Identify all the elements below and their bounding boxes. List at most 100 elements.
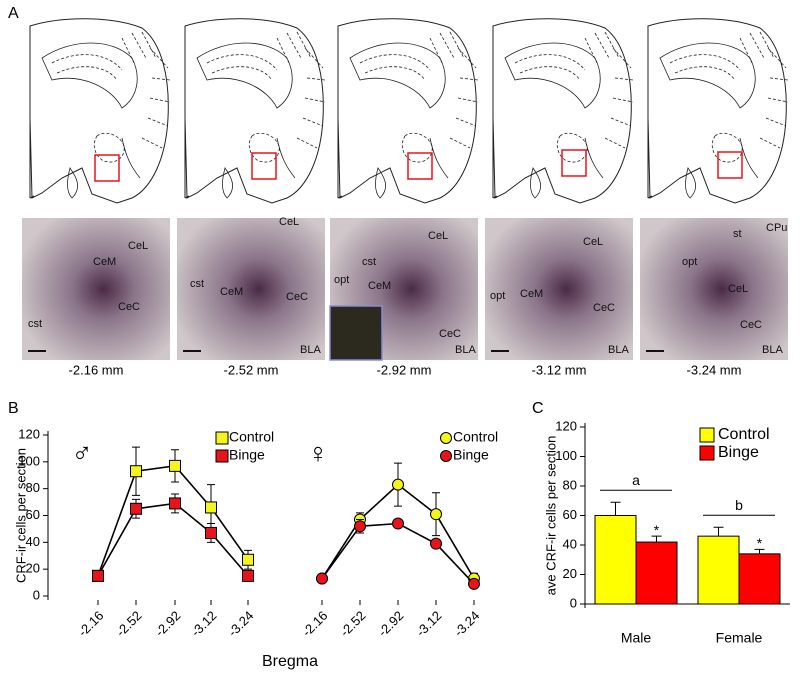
scale-bar bbox=[646, 350, 664, 352]
x-tick-label: -2.16 bbox=[75, 608, 107, 640]
region-label: cst bbox=[190, 278, 204, 290]
y-tick-label: 0 bbox=[33, 587, 40, 602]
significance-mark: * bbox=[654, 522, 660, 538]
micrograph: CeL opt CeM CeC BLA bbox=[485, 218, 633, 360]
x-tick-label: Male bbox=[621, 630, 652, 646]
x-tick-label: -2.16 bbox=[299, 608, 331, 640]
y-tick-label: 120 bbox=[555, 418, 577, 433]
region-label: CeM bbox=[368, 280, 391, 292]
data-point bbox=[317, 573, 328, 584]
atlas-drawing bbox=[30, 19, 170, 203]
legend-label: Binge bbox=[453, 447, 489, 463]
data-point bbox=[131, 503, 142, 514]
significance-mark: * bbox=[757, 535, 763, 551]
y-tick-label: 0 bbox=[570, 595, 577, 610]
bregma-label: -2.16 mm bbox=[69, 362, 124, 377]
region-label: BLA bbox=[762, 344, 783, 356]
scale-bar bbox=[491, 350, 509, 352]
series-line bbox=[322, 524, 474, 584]
x-tick-label: -3.24 bbox=[451, 608, 483, 640]
scale-bar bbox=[28, 350, 46, 352]
data-point bbox=[243, 570, 254, 581]
x-tick-label: -2.92 bbox=[152, 608, 184, 640]
micrograph-image bbox=[485, 218, 633, 360]
y-tick-label: 80 bbox=[563, 477, 577, 492]
x-tick-label: -2.92 bbox=[375, 608, 407, 640]
data-point bbox=[206, 502, 217, 513]
data-point bbox=[431, 509, 442, 520]
region-label: opt bbox=[682, 256, 697, 268]
legend-label: Binge bbox=[229, 447, 265, 463]
region-box bbox=[95, 155, 119, 181]
data-point bbox=[469, 578, 480, 589]
region-label: opt bbox=[334, 274, 349, 286]
region-label: CPu bbox=[766, 222, 787, 234]
y-tick-label: 100 bbox=[555, 448, 577, 463]
data-point bbox=[431, 538, 442, 549]
region-label: CeL bbox=[728, 283, 748, 295]
region-label: opt bbox=[490, 290, 505, 302]
region-label: CeC bbox=[118, 301, 140, 313]
data-point bbox=[170, 460, 181, 471]
data-point bbox=[393, 518, 404, 529]
scale-bar bbox=[183, 350, 201, 352]
sex-symbol: ♀ bbox=[308, 437, 329, 468]
micrograph: st CPu opt CeL CeC BLA bbox=[640, 218, 788, 360]
region-label: CeC bbox=[286, 291, 308, 303]
region-label: CeL bbox=[583, 236, 603, 248]
legend-label: Control bbox=[718, 426, 770, 443]
data-point bbox=[206, 527, 217, 538]
inset bbox=[330, 306, 382, 360]
y-tick-label: 20 bbox=[563, 566, 577, 581]
data-point bbox=[131, 466, 142, 477]
region-label: CeL bbox=[428, 230, 448, 242]
x-axis-label: Bregma bbox=[262, 653, 318, 670]
panel-label: A bbox=[8, 5, 19, 22]
region-label: CeL bbox=[279, 216, 299, 228]
y-tick-label: 60 bbox=[563, 507, 577, 522]
x-tick-label: Female bbox=[716, 630, 763, 646]
x-tick-label: -3.12 bbox=[188, 608, 220, 640]
legend-label: Control bbox=[229, 429, 274, 445]
data-point bbox=[243, 554, 254, 565]
region-box bbox=[562, 150, 586, 176]
legend-marker bbox=[700, 446, 714, 460]
region-label: st bbox=[733, 228, 742, 240]
atlas-drawing bbox=[185, 19, 325, 203]
x-tick-label: -3.24 bbox=[225, 608, 257, 640]
micrograph: CeLcstCeMCeCBLA bbox=[177, 216, 325, 360]
region-label: CeM bbox=[93, 256, 116, 268]
region-label: CeC bbox=[593, 302, 615, 314]
y-tick-label: 40 bbox=[563, 536, 577, 551]
bar bbox=[739, 554, 780, 604]
annotation: a bbox=[632, 472, 640, 488]
region-label: CeC bbox=[740, 319, 762, 331]
region-label: CeC bbox=[439, 328, 461, 340]
y-axis-label: ave CRF-ir cells per section bbox=[543, 436, 558, 596]
region-label: CeM bbox=[220, 286, 243, 298]
legend-marker bbox=[216, 432, 228, 444]
data-point bbox=[170, 498, 181, 509]
x-tick-label: -2.52 bbox=[113, 608, 145, 640]
bar bbox=[636, 542, 677, 604]
micrograph-image bbox=[640, 218, 788, 360]
bregma-label: -2.52 mm bbox=[224, 362, 279, 377]
legend-marker bbox=[441, 433, 452, 444]
panel-label: B bbox=[8, 400, 19, 417]
sex-symbol: ♂ bbox=[72, 437, 93, 468]
bar bbox=[698, 536, 739, 604]
region-label: BLA bbox=[608, 344, 629, 356]
legend-label: Control bbox=[453, 429, 498, 445]
legend-label: Binge bbox=[718, 444, 759, 461]
panel-label: C bbox=[532, 400, 544, 417]
legend-marker bbox=[700, 428, 714, 442]
y-axis-label: CRF-ir cells per section bbox=[13, 448, 28, 583]
region-box bbox=[408, 153, 432, 179]
region-label: BLA bbox=[455, 344, 476, 356]
region-label: CeM bbox=[520, 288, 543, 300]
x-tick-label: -3.12 bbox=[413, 608, 445, 640]
region-label: cst bbox=[362, 256, 376, 268]
data-point bbox=[393, 479, 404, 490]
